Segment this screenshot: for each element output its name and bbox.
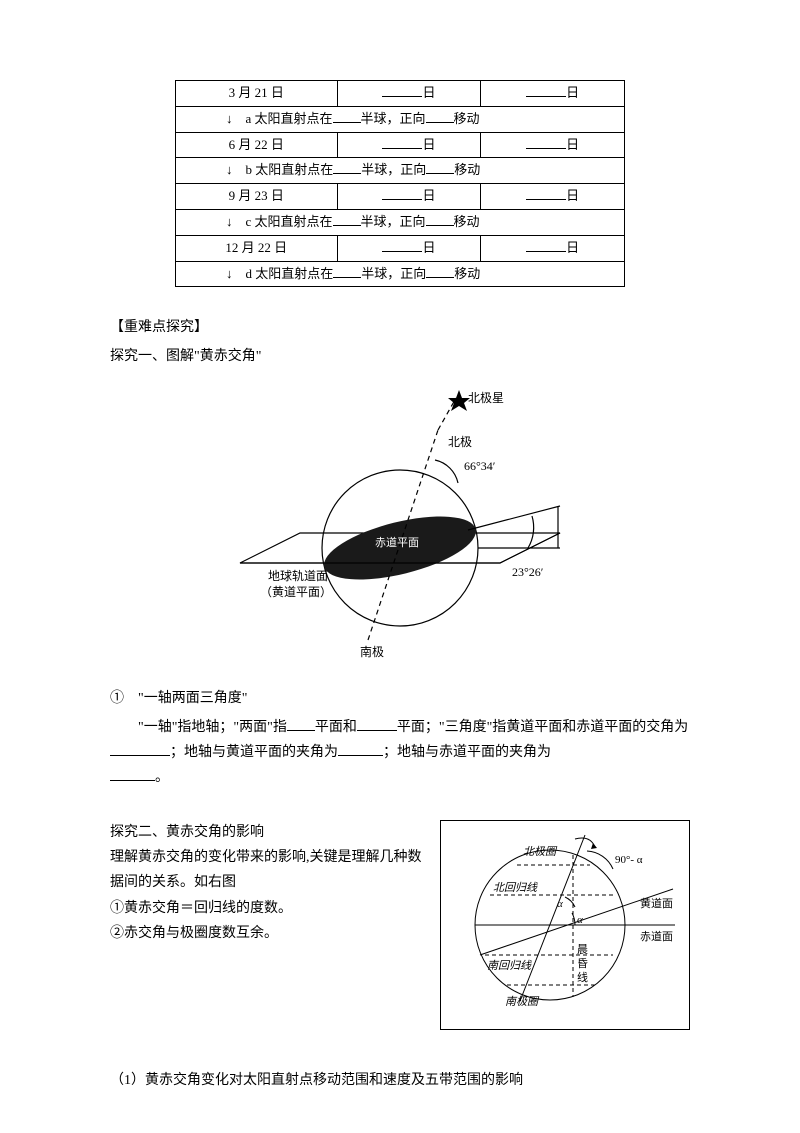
d2-term1: 晨 [577, 943, 588, 956]
section-header: 【重难点探究】 [110, 317, 690, 339]
explore2-line2: ①黄赤交角＝回归线的度数。 [110, 896, 428, 921]
ecliptic-obliquity-diagram: 北极星 北极 66°34′ 地轴 赤道平面 地球轨道面 （黄道平面） 23°26… [220, 388, 580, 668]
date-cell: 6 月 22 日 [176, 132, 338, 158]
arrow-cell: ↓ a 太阳直射点在半球，正向移动 [176, 106, 625, 132]
p2-t1: "一轴"指地轴；"两面"指 [138, 720, 287, 735]
date-cell: 12 月 22 日 [176, 235, 338, 261]
blank [338, 742, 383, 756]
arrow-cell: ↓ c 太阳直射点在半球，正向移动 [176, 209, 625, 235]
d2-ecliptic: 黄道面 [640, 896, 673, 910]
explore2-title: 探究二、黄赤交角的影响 [110, 820, 428, 845]
blank [287, 717, 315, 731]
point-1: ① "一轴两面三角度" [110, 688, 690, 710]
d2-equator: 赤道面 [640, 929, 673, 943]
explore1-title: 探究一、图解"黄赤交角" [110, 346, 690, 368]
label-angle1: 66°34′ [464, 459, 496, 473]
label-orbit-plane: 地球轨道面 [268, 569, 328, 583]
blank-cell: 日 [337, 81, 481, 107]
blank [110, 767, 155, 781]
solar-table: 3 月 21 日日日↓ a 太阳直射点在半球，正向移动6 月 22 日日日↓ b… [175, 80, 625, 287]
explore2-text: 探究二、黄赤交角的影响 理解黄赤交角的变化带来的影响,关键是理解几种数据间的关系… [110, 820, 428, 1030]
d2-stropic: 南回归线 [487, 959, 532, 972]
d2-alpha1: α [557, 898, 563, 910]
blank-cell: 日 [481, 235, 625, 261]
explore2-line1: 理解黄赤交角的变化带来的影响,关键是理解几种数据间的关系。如右图 [110, 845, 428, 895]
blank-cell: 日 [481, 184, 625, 210]
label-north: 北极 [448, 435, 472, 449]
label-south: 南极 [360, 644, 384, 659]
question-1: （1）黄赤交角变化对太阳直射点移动范围和速度及五带范围的影响 [110, 1070, 690, 1092]
label-ecliptic: （黄道平面） [260, 585, 332, 599]
blank-cell: 日 [337, 235, 481, 261]
blank-cell: 日 [337, 132, 481, 158]
point-1-body: "一轴"指地轴；"两面"指 平面和 平面；"三角度"指黄道平面和赤道平面的交角为 ；地… [110, 715, 690, 791]
blank [110, 742, 170, 756]
zones-diagram: 北极圈 北回归线 南回归线 南极圈 黄道面 赤道面 晨 昏 线 α α 90°-… [445, 825, 685, 1025]
label-polaris: 北极星 [468, 391, 504, 405]
blank [357, 717, 397, 731]
point-1-num: ① [110, 691, 124, 706]
label-axis: 地轴 [392, 497, 405, 519]
blank-cell: 日 [481, 132, 625, 158]
label-angle2: 23°26′ [512, 565, 544, 579]
p2-t5: ；地轴与赤道平面的夹角为 [383, 745, 551, 760]
date-cell: 3 月 21 日 [176, 81, 338, 107]
p2-t3: 平面；"三角度"指黄道平面和赤道平面的交角为 [397, 720, 688, 735]
p2-t4: ；地轴与黄道平面的夹角为 [170, 745, 338, 760]
d2-ntropic: 北回归线 [493, 881, 538, 894]
d2-term2: 昏 [577, 957, 588, 970]
blank-cell: 日 [337, 184, 481, 210]
p2-t6: 。 [155, 770, 169, 785]
p2-t2: 平面和 [315, 720, 357, 735]
d2-formula: 90°- α [615, 854, 643, 866]
d2-antarctic: 南极圈 [505, 995, 540, 1008]
point-1-text: "一轴两面三角度" [138, 691, 247, 706]
d2-term3: 线 [577, 970, 588, 984]
blank-cell: 日 [481, 81, 625, 107]
arrow-cell: ↓ b 太阳直射点在半球，正向移动 [176, 158, 625, 184]
label-equator-plane: 赤道平面 [375, 535, 419, 549]
date-cell: 9 月 23 日 [176, 184, 338, 210]
d2-arctic: 北极圈 [523, 845, 558, 858]
arrow-cell: ↓ d 太阳直射点在半球，正向移动 [176, 261, 625, 287]
d2-alpha2: α [577, 914, 583, 926]
explore2-line3: ②赤交角与极圈度数互余。 [110, 921, 428, 946]
